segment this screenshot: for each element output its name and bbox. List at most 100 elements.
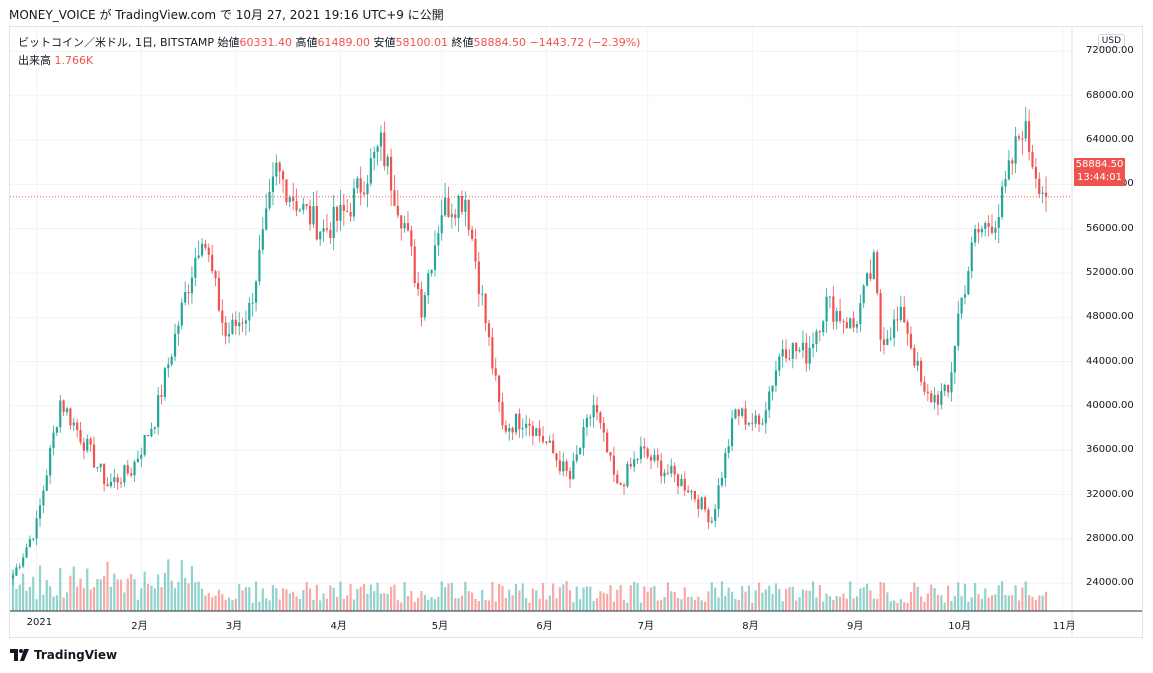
candle-body — [11, 575, 15, 579]
volume-bar — [859, 588, 862, 611]
candle-body — [302, 204, 305, 210]
volume-bar — [244, 587, 248, 611]
candle-body — [595, 404, 599, 413]
candle-body — [379, 132, 383, 147]
volume-bar — [251, 602, 254, 611]
time-tick-label: 6月 — [536, 621, 553, 632]
candle-body — [795, 342, 798, 352]
candle-body — [25, 547, 28, 558]
volume-bar — [595, 598, 599, 611]
volume-bar — [65, 592, 69, 611]
candle-body — [835, 311, 838, 322]
volume-bar — [643, 586, 646, 611]
candle-body — [538, 428, 541, 437]
volume-bar — [693, 599, 697, 611]
candle-body — [609, 452, 612, 456]
tradingview-logo[interactable]: TradingView — [10, 648, 117, 662]
candle-body — [943, 384, 946, 392]
volume-bar — [747, 585, 751, 611]
volume-bar — [133, 579, 136, 611]
volume-bar — [680, 599, 683, 611]
volume-bar — [1031, 596, 1034, 611]
candle-body — [818, 331, 821, 333]
candle-body — [987, 223, 990, 227]
volume-bar — [285, 589, 288, 611]
volume-bar — [265, 598, 268, 611]
price-tick-label: 24000.00 — [1086, 577, 1134, 589]
candle-body — [710, 520, 713, 523]
volume-bar — [855, 596, 859, 611]
candle-body — [417, 283, 420, 290]
change-value: −1443.72 (−2.39%) — [529, 36, 641, 49]
candle-body — [984, 223, 987, 229]
volume-bar — [997, 585, 1000, 611]
volume-bar — [545, 599, 548, 611]
volume-bar — [960, 596, 963, 611]
candle-body — [930, 393, 933, 403]
candle-body — [1014, 136, 1017, 164]
candle-body — [703, 497, 707, 510]
candle-body — [531, 425, 534, 436]
candle-body — [369, 158, 372, 184]
volume-bar — [153, 588, 156, 611]
candle-body — [352, 188, 356, 217]
candle-body — [953, 345, 956, 373]
volume-bar — [535, 590, 538, 611]
candle-body — [65, 408, 69, 413]
chart-panel[interactable]: ビットコイン／米ドル, 1日, BITSTAMP 始値60331.40 高値61… — [9, 26, 1143, 638]
volume-bar — [879, 581, 882, 611]
volume-bar — [676, 597, 680, 611]
symbol-name[interactable]: ビットコイン／米ドル, 1日, BITSTAMP — [18, 36, 214, 49]
price-tick-label: 48000.00 — [1086, 311, 1134, 323]
candle-body — [200, 243, 204, 256]
volume-bar — [471, 592, 474, 611]
price-tick-label: 40000.00 — [1086, 399, 1134, 411]
volume-bar — [778, 588, 781, 611]
candle-body — [518, 413, 521, 430]
candle-body — [825, 296, 828, 322]
volume-bar — [970, 597, 973, 611]
volume-bar — [335, 596, 339, 611]
volume-bar — [109, 586, 112, 611]
volume-bar — [444, 587, 447, 611]
volume-bar — [410, 591, 413, 611]
volume-bar — [217, 589, 221, 611]
volume-bar — [55, 595, 58, 611]
volume-bar — [913, 582, 916, 611]
candle-body — [845, 322, 848, 329]
price-chart[interactable] — [10, 27, 1142, 637]
last-price-value: 58884.50 — [1075, 159, 1124, 170]
candle-body — [491, 337, 494, 369]
candle-body — [427, 273, 430, 296]
candle-body — [440, 215, 443, 234]
volume-value: 1.766K — [54, 54, 94, 67]
volume-bar — [619, 584, 622, 611]
candle-body — [204, 243, 207, 248]
candle-body — [494, 368, 497, 376]
volume-bar — [609, 585, 612, 611]
volume-bar — [808, 590, 811, 611]
volume-bar — [140, 588, 143, 611]
volume-bar — [930, 584, 933, 611]
volume-bar — [376, 582, 379, 611]
volume-bar — [386, 593, 389, 611]
volume-bar — [406, 596, 410, 611]
volume-bar — [288, 593, 291, 611]
volume-bar — [278, 599, 281, 611]
volume-bar — [194, 582, 197, 611]
candle-body — [788, 358, 791, 360]
volume-bar — [963, 583, 967, 611]
volume-bar — [923, 601, 926, 611]
candle-body — [842, 321, 845, 323]
volume-bar — [224, 599, 227, 611]
candle-body — [136, 458, 139, 462]
candle-body — [697, 499, 700, 509]
time-tick-label: 9月 — [846, 621, 864, 632]
volume-bar — [585, 586, 588, 611]
candle-body — [254, 281, 258, 303]
currency-button[interactable]: USD — [1097, 34, 1125, 48]
volume-bar — [889, 601, 892, 611]
volume-bar — [744, 591, 747, 611]
candle-body — [342, 204, 345, 212]
candle-body — [28, 539, 31, 548]
